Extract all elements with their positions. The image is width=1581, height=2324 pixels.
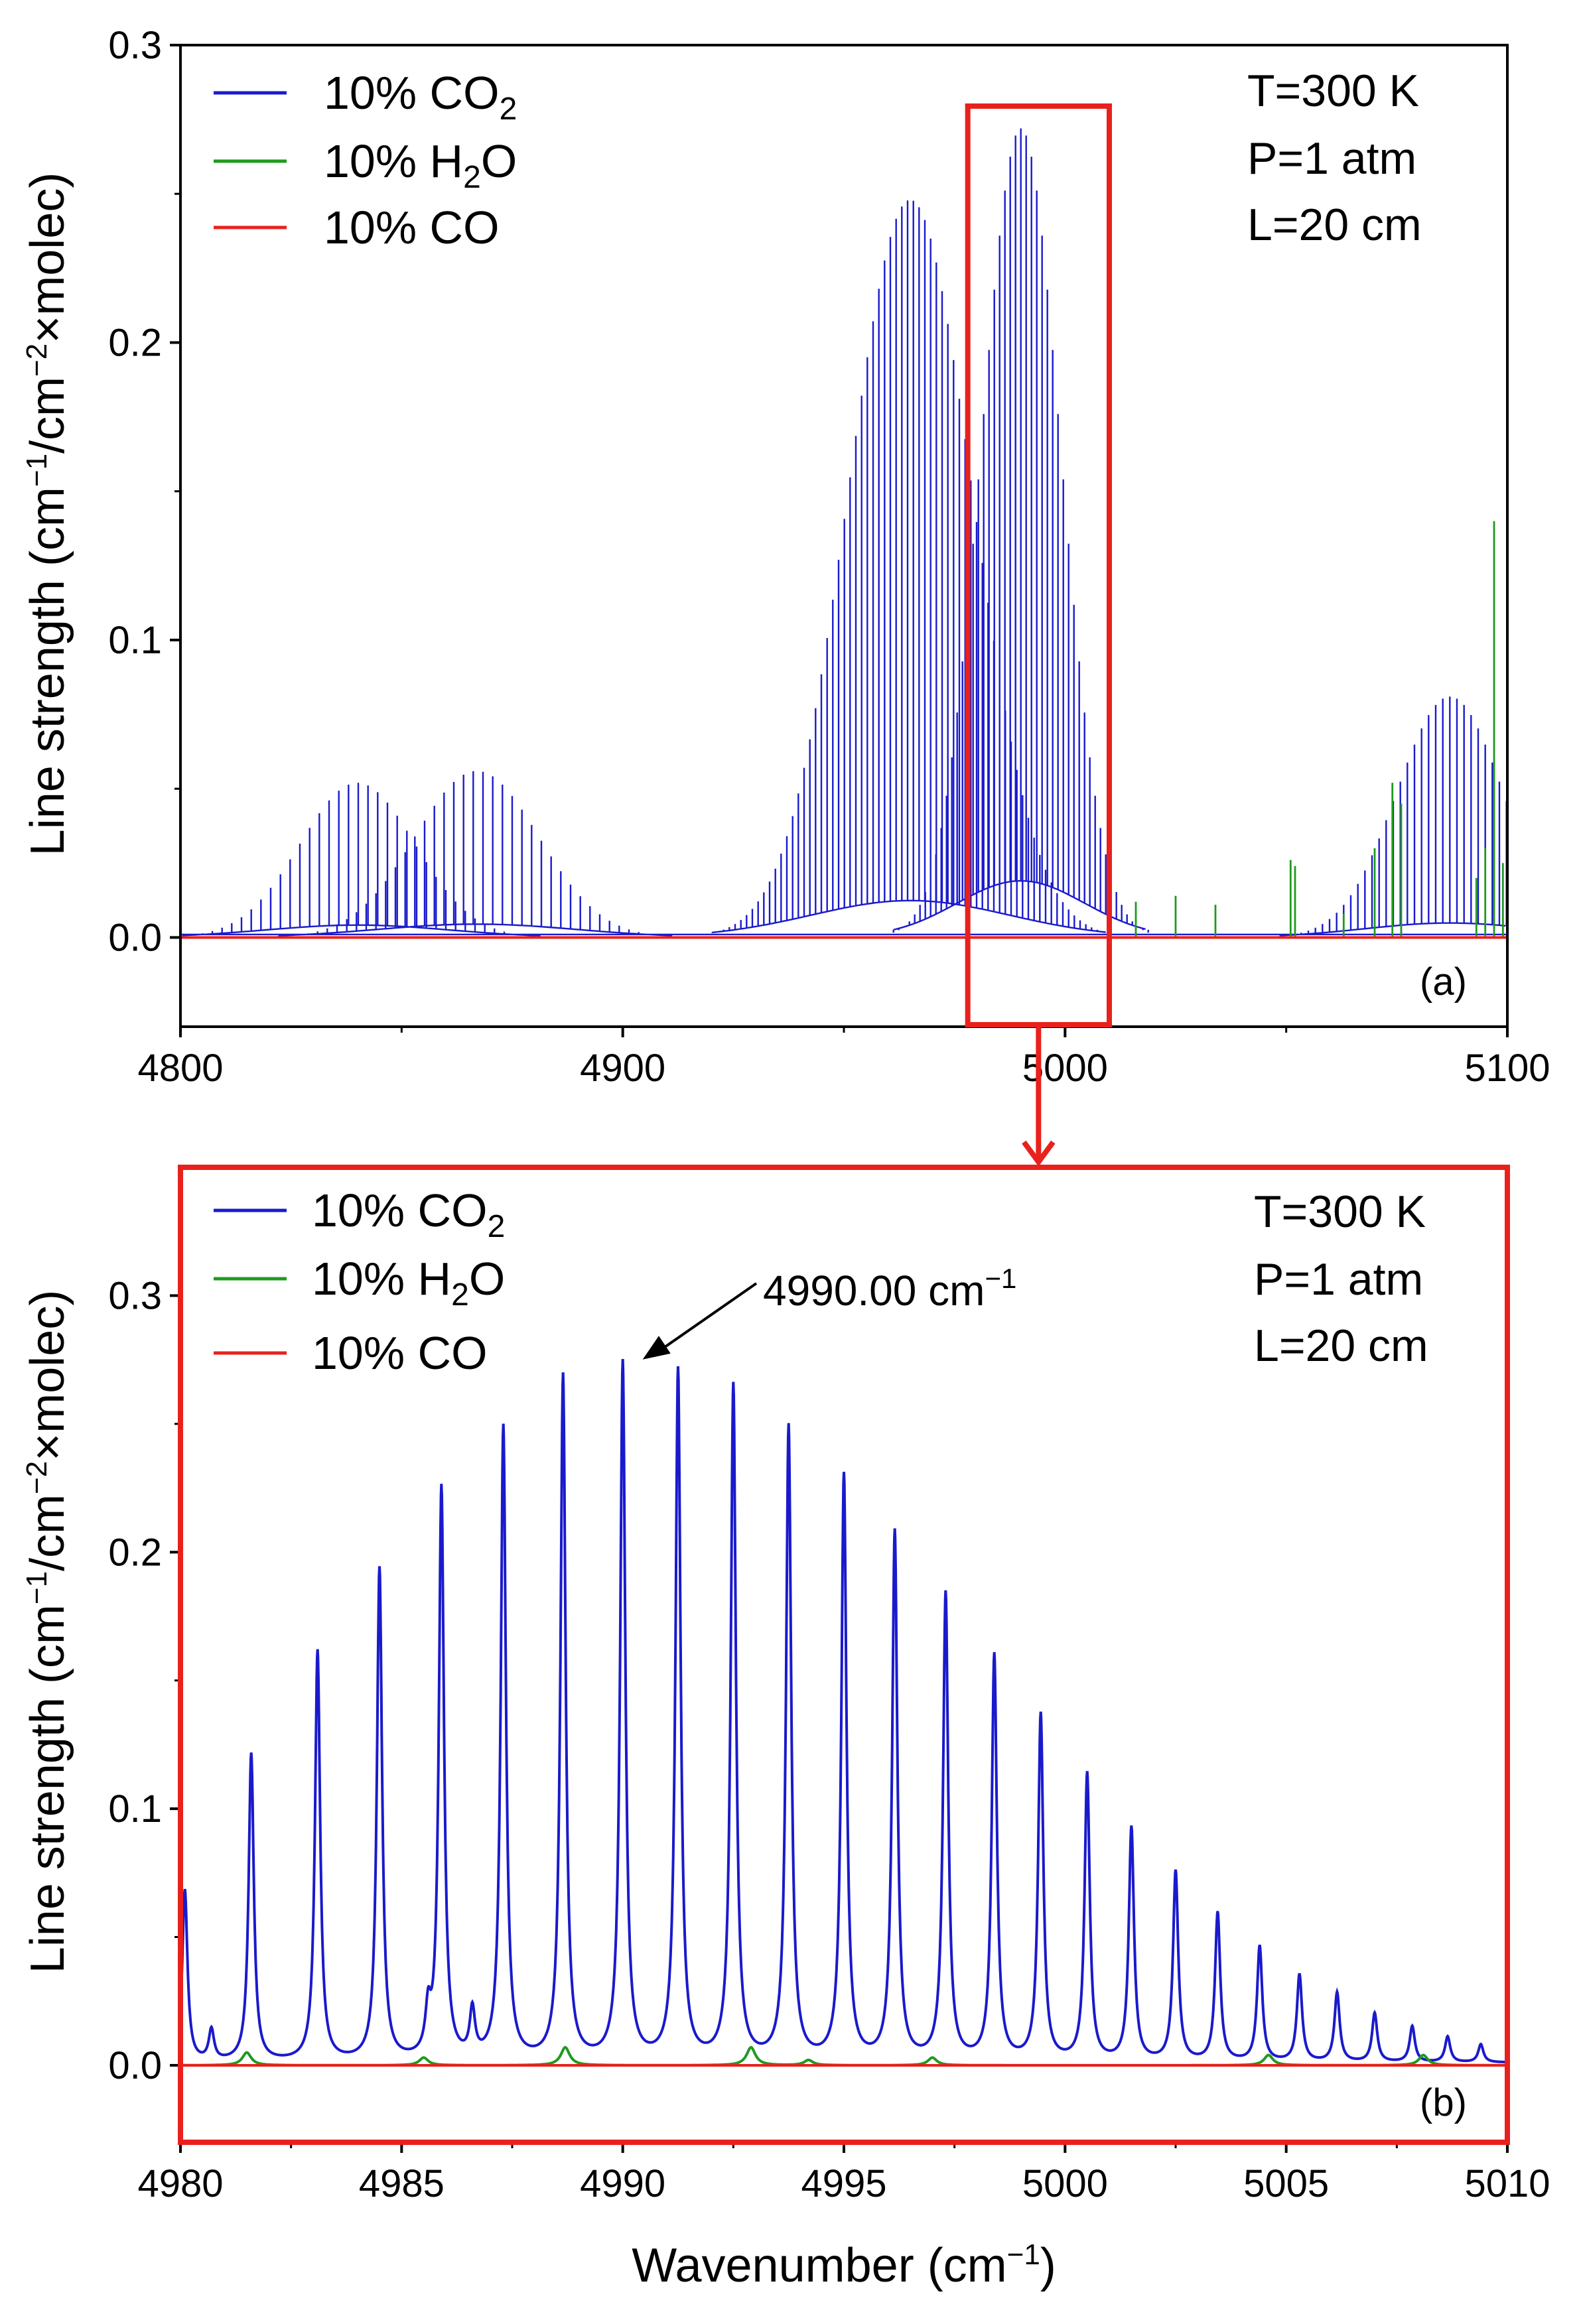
legend-a-co2-label: 10% CO2 bbox=[324, 67, 517, 127]
b-xtick-label: 5010 bbox=[1464, 2162, 1550, 2205]
panel-b-ticks bbox=[170, 1294, 1509, 2153]
condition-a-temperature: T=300 K bbox=[1247, 66, 1419, 116]
a-ytick-label: 0.3 bbox=[108, 24, 162, 67]
panel-a-tag: (a) bbox=[1420, 960, 1467, 1003]
panel-b-legend: 10% CO2 10% H2O 10% CO bbox=[214, 1185, 505, 1379]
panel-b: 4980 4985 4990 4995 5000 5005 5010 0.0 0.1 0.2 0.3… bbox=[108, 1165, 1550, 2205]
panel-b-tick-labels: 4980 4985 4990 4995 5000 5005 5010 0.0 0.1 0.2 0.3 bbox=[108, 1274, 1550, 2205]
panel-a-h2o-series bbox=[1134, 521, 1504, 938]
panel-a-conditions: T=300 K P=1 atm L=20 cm bbox=[1247, 66, 1422, 250]
a-ytick-label: 0.2 bbox=[108, 321, 162, 364]
panel-b-tag: (b) bbox=[1420, 2081, 1467, 2124]
legend-b-h2o-label: 10% H2O bbox=[312, 1253, 505, 1313]
condition-a-length: L=20 cm bbox=[1247, 200, 1422, 250]
zoom-connector-arrowhead bbox=[1022, 1140, 1056, 1167]
legend-a-h2o-label: 10% H2O bbox=[324, 135, 517, 195]
zoom-connector-arrow bbox=[1022, 1025, 1056, 1167]
a-xtick-label: 5000 bbox=[1022, 1047, 1108, 1090]
condition-b-temperature: T=300 K bbox=[1254, 1187, 1426, 1237]
condition-b-pressure: P=1 atm bbox=[1254, 1254, 1423, 1305]
legend-a-co-label: 10% CO bbox=[324, 202, 500, 253]
panel-a: 4800 4900 5000 5100 0.0 0.1 0.2 0.3 10% CO2 10%… bbox=[108, 24, 1550, 1090]
b-ytick-label: 0.0 bbox=[108, 2044, 162, 2087]
a-xtick-label: 4900 bbox=[580, 1047, 665, 1090]
legend-b-co-label: 10% CO bbox=[312, 1327, 488, 1379]
a-ytick-label: 0.0 bbox=[108, 916, 162, 959]
x-axis-title: Wavenumber (cm−1) bbox=[632, 2238, 1056, 2292]
b-xtick-label: 4980 bbox=[137, 2162, 223, 2205]
condition-a-pressure: P=1 atm bbox=[1247, 133, 1416, 184]
b-xtick-label: 5005 bbox=[1243, 2162, 1329, 2205]
b-xtick-label: 5000 bbox=[1022, 2162, 1108, 2205]
b-xtick-label: 4990 bbox=[580, 2162, 665, 2205]
b-ytick-label: 0.2 bbox=[108, 1531, 162, 1574]
b-xtick-label: 4985 bbox=[359, 2162, 445, 2205]
peak-annotation-arrowhead bbox=[642, 1336, 671, 1360]
panel-b-co2-series bbox=[179, 1359, 1507, 2064]
panel-a-frame bbox=[179, 44, 1509, 1028]
panel-a-legend: 10% CO2 10% H2O 10% CO bbox=[214, 67, 517, 253]
panel-b-conditions: T=300 K P=1 atm L=20 cm bbox=[1254, 1187, 1428, 1371]
legend-b-co2-label: 10% CO2 bbox=[312, 1185, 505, 1244]
condition-b-length: L=20 cm bbox=[1254, 1321, 1428, 1371]
panel-b-frame bbox=[178, 1165, 1510, 2145]
a-xtick-label: 4800 bbox=[137, 1047, 223, 1090]
b-ytick-label: 0.1 bbox=[108, 1787, 162, 1831]
a-xtick-label: 5100 bbox=[1464, 1047, 1550, 1090]
a-ytick-label: 0.1 bbox=[108, 619, 162, 662]
peak-annotation-label: 4990.00 cm−1 bbox=[763, 1263, 1016, 1315]
peak-annotation: 4990.00 cm−1 bbox=[642, 1263, 1016, 1360]
b-xtick-label: 4995 bbox=[801, 2162, 886, 2205]
panel-a-tick-labels: 4800 4900 5000 5100 0.0 0.1 0.2 0.3 bbox=[108, 24, 1550, 1090]
b-ytick-label: 0.3 bbox=[108, 1274, 162, 1317]
panel-b-y-axis-title: Line strength (cm−1/cm−2×molec) bbox=[21, 1290, 74, 1974]
peak-annotation-arrow-line bbox=[653, 1282, 758, 1356]
panel-a-y-axis-title: Line strength (cm−1/cm−2×molec) bbox=[21, 172, 74, 856]
panel-a-co2-series bbox=[180, 128, 1507, 937]
